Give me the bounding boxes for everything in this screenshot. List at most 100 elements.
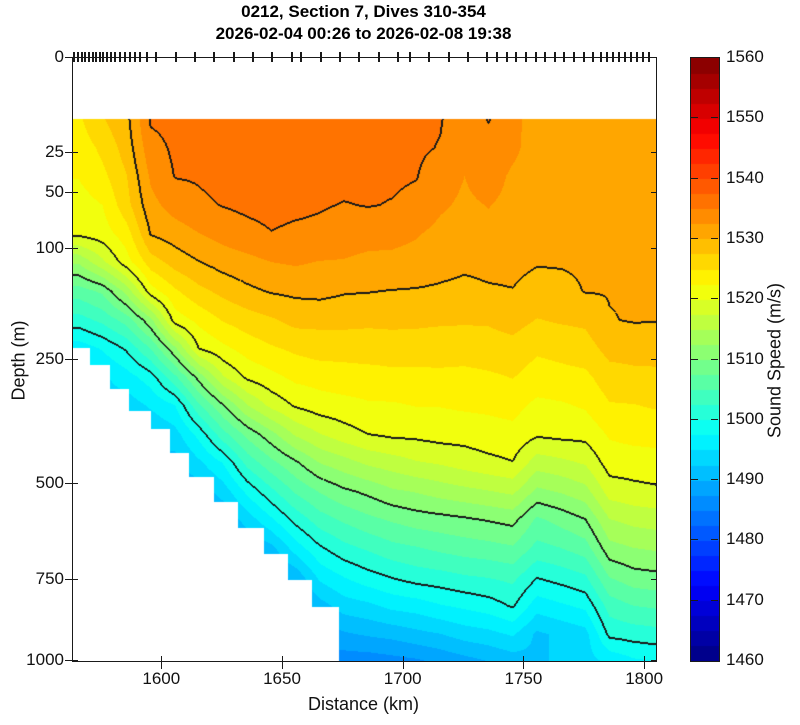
colorbar-tick-left [691,177,698,179]
x-tick-label: 1700 [383,669,422,688]
colorbar-tick-label: 1530 [726,227,764,247]
colorbar-tick-right [711,117,718,119]
x-tick-mark [523,662,525,669]
dive-position-tick [553,52,556,62]
dive-position-tick [95,52,98,62]
x-tick-mark-inner [282,656,284,661]
y-tick-label: 0 [54,47,64,66]
dive-position-tick [505,52,508,62]
y-tick-mark-right [651,57,656,58]
colorbar-tick-label: 1540 [726,167,764,187]
colorbar-tick-right [711,358,718,360]
dive-position-tick [599,52,602,62]
dive-position-tick [582,52,585,62]
colorbar-tick-left [691,117,698,119]
dive-position-tick [133,52,136,62]
colorbar-tick-right [711,237,718,239]
dive-position-tick [428,52,431,62]
dive-position-tick [124,52,127,62]
x-tick-label: 1800 [625,669,664,688]
x-tick-mark-inner [644,656,646,661]
colorbar-tick-right [711,479,718,481]
dive-position-tick [252,52,255,62]
dive-position-tick [408,52,411,62]
colorbar-tick-left [691,599,698,601]
x-tick-mark-inner [402,656,404,661]
dive-position-tick [629,52,632,62]
y-tick-label: 100 [35,237,64,257]
dive-position-tick [447,52,450,62]
dive-position-tick [300,52,303,62]
colorbar-tick-left [691,298,698,300]
plot-area [72,57,657,662]
dive-position-tick [232,52,235,62]
plot-title: 0212, Section 7, Dives 310-354 [241,2,486,21]
x-tick-mark-inner [523,656,525,661]
colorbar-tick-left [691,418,698,420]
dive-position-tick [91,52,94,62]
colorbar-label: Sound Speed (m/s) [764,282,785,439]
colorbar-tick-left [691,479,698,481]
y-tick-label: 1000 [26,650,64,669]
sound-speed-section-canvas [73,58,656,661]
y-tick-mark [65,660,72,661]
y-tick-mark-inner [73,247,78,249]
dive-position-tick [98,52,101,62]
dive-position-tick [358,52,361,62]
dive-position-tick [174,52,177,62]
y-tick-mark-right [651,660,656,661]
dive-position-tick [145,52,148,62]
dive-position-tick [338,52,341,62]
dive-position-tick [119,52,122,62]
y-tick-mark-inner [73,483,78,485]
colorbar-tick-right [711,599,718,601]
dive-position-tick [573,52,576,62]
colorbar-tick-left [691,237,698,239]
dive-position-tick [563,52,566,62]
y-tick-mark-inner [73,660,78,661]
y-tick-label: 750 [35,569,64,589]
dive-position-tick [213,52,216,62]
dive-position-tick [319,52,322,62]
colorbar-tick-label: 1500 [726,408,764,428]
y-tick-mark-inner [73,152,78,154]
dive-position-tick [605,52,608,62]
x-tick-mark-inner [161,656,163,661]
y-tick-mark-right [651,191,656,193]
dive-position-tick [486,52,489,62]
y-tick-label: 50 [45,181,64,201]
y-tick-mark [65,483,72,485]
dive-position-tick [290,52,293,62]
colorbar-tick-label: 1560 [726,47,764,66]
colorbar-tick-right [711,177,718,179]
x-tick-mark [282,662,284,669]
y-tick-mark-inner [73,191,78,193]
dive-position-tick [396,52,399,62]
colorbar-gradient-canvas [691,58,719,661]
dive-position-tick [524,52,527,62]
dive-position-tick [515,52,518,62]
x-tick-label: 1750 [504,669,543,688]
dive-position-tick [534,52,537,62]
dive-position-tick [377,52,380,62]
y-tick-mark [65,152,72,154]
x-tick-mark [161,662,163,669]
dive-position-tick [77,52,80,62]
colorbar-tick-label: 1520 [726,288,764,308]
dive-position-tick [617,52,620,62]
x-tick-mark [402,662,404,669]
x-tick-label: 1600 [142,669,181,688]
colorbar-tick-right [711,418,718,420]
dive-position-tick [138,52,141,62]
dive-position-tick [466,52,469,62]
dive-position-tick [635,52,638,62]
dive-position-tick [80,52,83,62]
dive-position-tick [114,52,117,62]
colorbar-tick-label: 1460 [726,650,764,669]
y-tick-label: 500 [35,473,64,493]
y-tick-mark-inner [73,57,78,58]
y-tick-mark [65,191,72,193]
dive-position-tick [623,52,626,62]
dive-position-tick [109,52,112,62]
